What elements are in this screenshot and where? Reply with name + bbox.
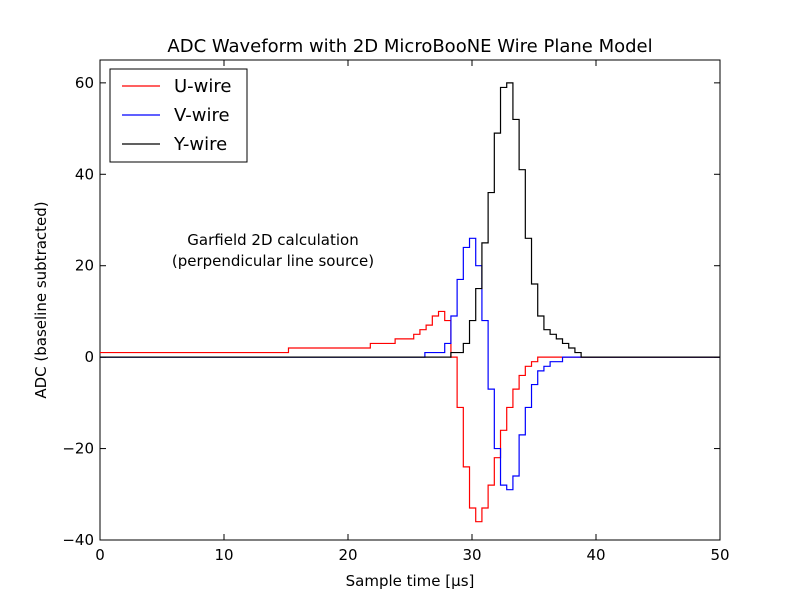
series-line-y-wire	[100, 82, 720, 358]
annotation-line-1: Garfield 2D calculation	[187, 231, 358, 249]
plot-frame	[99, 59, 721, 541]
legend-label-v-wire: V-wire	[174, 105, 230, 126]
y-tick-label: 0	[84, 348, 94, 366]
y-tick-label: 40	[75, 165, 94, 183]
series-line-v-wire	[100, 237, 720, 491]
legend-items: U-wire V-wire Y-wire	[122, 76, 231, 155]
series-line-u-wire	[100, 310, 720, 523]
x-tick-label: 10	[214, 546, 233, 564]
y-tick-label: 20	[75, 257, 94, 275]
x-tick-label: 20	[338, 546, 357, 564]
y-tick-label: 60	[75, 74, 94, 92]
chart-title: ADC Waveform with 2D MicroBooNE Wire Pla…	[167, 36, 652, 57]
y-tick-label: −40	[62, 531, 94, 549]
y-axis-label: ADC (baseline subtracted)	[32, 201, 50, 398]
legend-label-u-wire: U-wire	[174, 76, 231, 97]
annotation-line-2: (perpendicular line source)	[172, 252, 374, 270]
x-tick-label: 40	[586, 546, 605, 564]
x-tick-label: 50	[710, 546, 729, 564]
ticks-group: 0 10 20 30 40 50 −40 −20 0 20 40 60	[62, 60, 730, 564]
x-axis-label: Sample time [μs]	[346, 572, 475, 590]
series-group	[100, 82, 720, 523]
annotation: Garfield 2D calculation (perpendicular l…	[172, 231, 374, 270]
y-tick-label: −20	[62, 440, 94, 458]
legend-label-y-wire: Y-wire	[173, 134, 227, 155]
x-tick-label: 30	[462, 546, 481, 564]
legend: U-wire V-wire Y-wire	[109, 68, 248, 163]
plot-area: 0 10 20 30 40 50 −40 −20 0 20 40 60	[62, 59, 730, 564]
x-tick-label: 0	[95, 546, 105, 564]
